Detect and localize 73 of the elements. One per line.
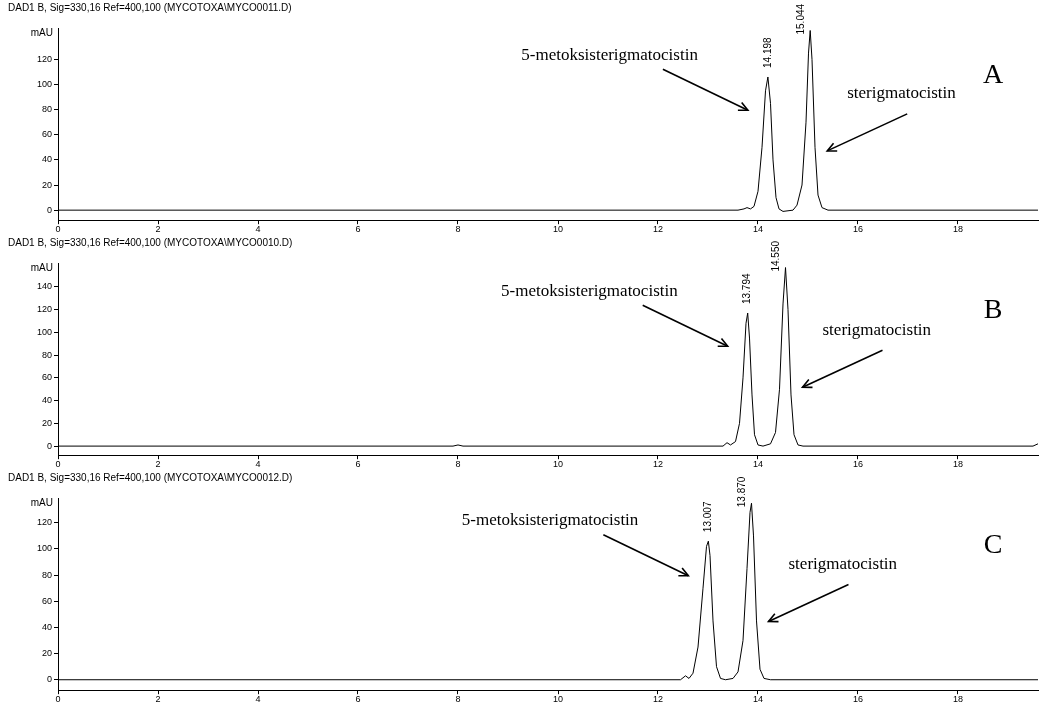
x-tick-label: 6 [355, 459, 361, 470]
x-tick-label: 10 [552, 459, 564, 470]
x-tick-label: 16 [852, 459, 864, 470]
x-tick-label: 18 [952, 459, 964, 470]
x-tick-label: 0 [55, 694, 61, 705]
y-tick-label: 20 [41, 648, 52, 659]
x-tick-label: 8 [455, 224, 461, 235]
x-tick-label: 4 [255, 459, 261, 470]
y-tick-label: 120 [36, 53, 52, 64]
x-tick-label: 0 [55, 459, 61, 470]
x-tick-label: 12 [652, 224, 664, 235]
y-tick-label: 40 [41, 154, 52, 165]
annotation: 5-metoksisterigmatocistin [521, 44, 699, 64]
x-tick-label: 10 [552, 224, 564, 235]
x-tick-label: 16 [852, 694, 864, 705]
y-tick-label: 140 [36, 281, 52, 292]
annotation: sterigmatocistin [788, 553, 898, 573]
chart-title: DAD1 B, Sig=330,16 Ref=400,100 (MYCOTOXA\MYCO0010.D) [8, 236, 293, 248]
x-tick-label: 4 [255, 694, 261, 705]
y-tick-label: 80 [41, 569, 52, 580]
y-tick-label: 120 [36, 304, 52, 315]
annotation: A [982, 58, 1004, 90]
x-tick-label: 16 [852, 224, 864, 235]
x-tick-label: 2 [155, 224, 161, 235]
x-tick-label: 12 [652, 459, 664, 470]
annotation: 13.794 [741, 273, 753, 305]
x-tick-label: 14 [752, 459, 764, 470]
annotation: sterigmatocistin [847, 83, 957, 103]
x-tick-label: 12 [652, 694, 664, 705]
x-tick-label: 4 [255, 224, 261, 235]
y-tick-label: 20 [41, 179, 52, 190]
x-tick-label: 14 [752, 694, 764, 705]
x-tick-label: 6 [355, 694, 361, 705]
x-tick-label: 2 [155, 694, 161, 705]
y-tick-label: 0 [46, 204, 52, 215]
x-tick-label: 18 [952, 694, 964, 705]
y-tick-label: 60 [41, 595, 52, 606]
y-axis-title: mAU [30, 261, 53, 273]
y-tick-label: 120 [36, 517, 52, 528]
y-tick-label: 60 [41, 372, 52, 383]
y-tick-label: 60 [41, 129, 52, 140]
x-tick-label: 2 [155, 459, 161, 470]
y-tick-label: 100 [36, 79, 52, 90]
x-tick-label: 8 [455, 459, 461, 470]
y-tick-label: 80 [41, 349, 52, 360]
annotation: 13.870 [736, 476, 748, 508]
y-axis-title: mAU [30, 496, 53, 508]
x-tick-label: 8 [455, 694, 461, 705]
annotation: sterigmatocistin [822, 319, 932, 339]
y-tick-label: 40 [41, 621, 52, 632]
x-tick-label: 14 [752, 224, 764, 235]
y-tick-label: 0 [46, 440, 52, 451]
y-tick-label: 100 [36, 326, 52, 337]
y-tick-label: 40 [41, 395, 52, 406]
annotation: B [983, 293, 1003, 325]
annotation: C [983, 528, 1003, 560]
x-tick-label: 6 [355, 224, 361, 235]
x-tick-label: 18 [952, 224, 964, 235]
annotation: 15.044 [794, 3, 806, 35]
x-tick-label: 0 [55, 224, 61, 235]
y-tick-label: 100 [36, 543, 52, 554]
y-axis-title: mAU [30, 26, 53, 38]
annotation: 13.007 [702, 501, 714, 533]
annotation: 14.550 [770, 240, 782, 272]
chart-title: DAD1 B, Sig=330,16 Ref=400,100 (MYCOTOXA\MYCO0012.D) [8, 471, 293, 483]
annotation: 5-metoksisterigmatocistin [501, 280, 679, 300]
y-tick-label: 20 [41, 417, 52, 428]
y-tick-label: 80 [41, 104, 52, 115]
y-tick-label: 0 [46, 674, 52, 685]
annotation: 5-metoksisterigmatocistin [461, 510, 639, 530]
x-tick-label: 10 [552, 694, 564, 705]
chart-title: DAD1 B, Sig=330,16 Ref=400,100 (MYCOTOXA\MYCO0011.D) [8, 1, 292, 13]
annotation: 14.198 [761, 36, 773, 68]
